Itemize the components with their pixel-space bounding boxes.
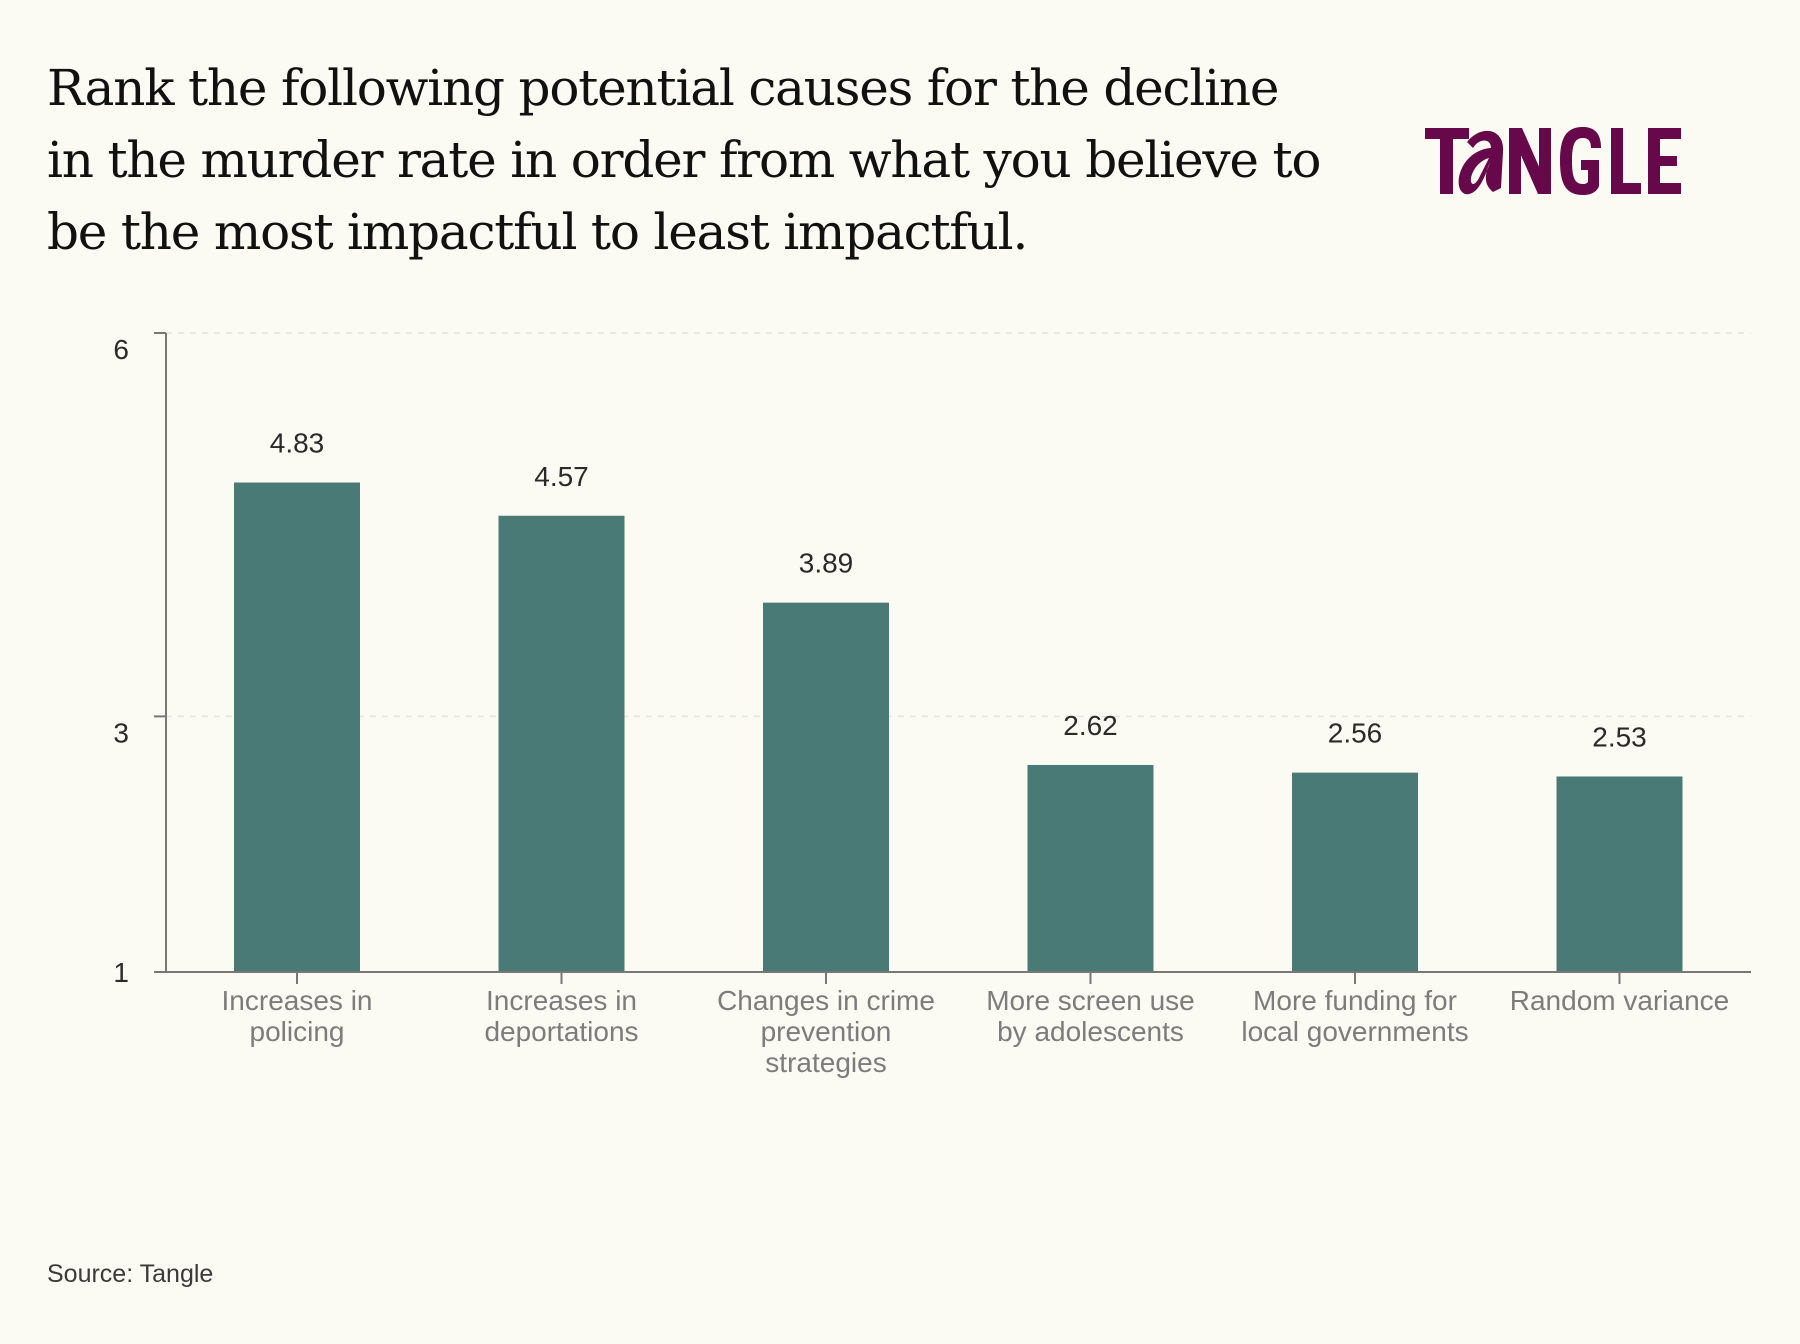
category-label-line: strategies [765, 1047, 886, 1078]
category-label: Increases in policing [222, 985, 373, 1047]
value-label: 2.56 [1328, 718, 1383, 749]
axes [154, 333, 1751, 973]
title-line: in the murder rate in order from what yo… [47, 131, 1321, 189]
bars [234, 482, 1683, 972]
y-tick-label: 3 [113, 717, 129, 748]
category-label-line: deportations [484, 1016, 638, 1047]
value-labels: 4.83 4.57 3.89 2.62 2.56 2.53 [270, 428, 1647, 753]
bar [1292, 772, 1418, 972]
category-label-line: More funding for [1253, 985, 1457, 1016]
category-label-line: Increases in [222, 985, 373, 1016]
category-label-line: Changes in crime [717, 985, 935, 1016]
y-tick-label: 1 [113, 957, 129, 988]
category-label-line: local governments [1241, 1016, 1468, 1047]
value-label: 2.62 [1063, 710, 1118, 741]
category-label-line: by adolescents [997, 1016, 1184, 1047]
category-label-line: Random variance [1510, 985, 1729, 1016]
bar [498, 515, 625, 972]
title-line: Rank the following potential causes for … [47, 59, 1280, 117]
gridlines [166, 332, 1751, 718]
bar [1556, 776, 1683, 972]
y-axis-ticks: 1 3 6 [113, 332, 166, 988]
category-label: Increases in deportations [484, 985, 638, 1047]
category-label: More screen use by adolescents [986, 985, 1195, 1047]
category-label: Changes in crime prevention strategies [717, 985, 935, 1078]
category-label: Random variance [1510, 985, 1729, 1016]
value-label: 4.57 [534, 461, 589, 492]
category-label-line: More screen use [986, 985, 1195, 1016]
bar [763, 602, 889, 972]
source-note: Source: Tangle [47, 1260, 214, 1288]
category-label-line: prevention [761, 1016, 892, 1047]
category-label-line: policing [250, 1016, 345, 1047]
x-axis-ticks [296, 972, 1621, 984]
bar [1027, 764, 1154, 972]
y-tick-label: 6 [113, 334, 129, 365]
category-label-line: Increases in [486, 985, 637, 1016]
value-label: 4.83 [270, 428, 325, 459]
category-label: More funding for local governments [1241, 985, 1468, 1047]
title-line: be the most impactful to least impactful… [47, 203, 1028, 261]
bar [234, 482, 360, 972]
tangle-logo [1423, 122, 1685, 207]
value-label: 3.89 [799, 548, 854, 579]
tangle-logo-mark [1425, 127, 1681, 195]
value-label: 2.53 [1592, 721, 1647, 752]
chart-title: Rank the following potential causes for … [47, 52, 1347, 268]
